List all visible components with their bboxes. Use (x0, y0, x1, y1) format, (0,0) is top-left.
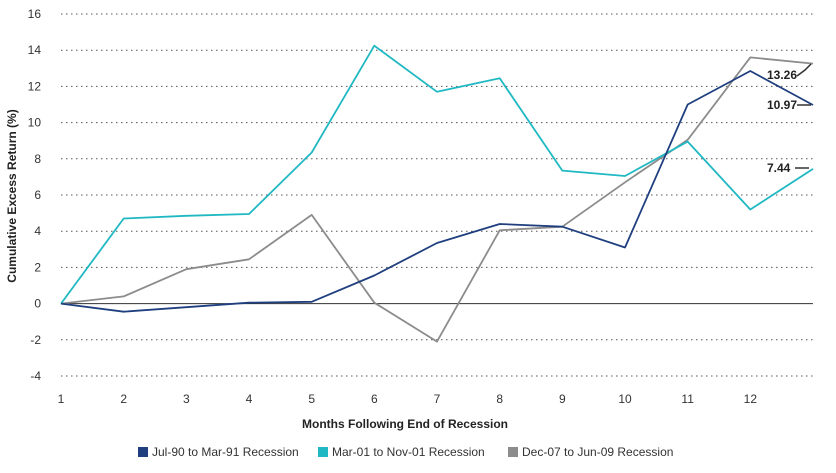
y-tick-label: 14 (28, 43, 42, 57)
x-tick-label: 8 (496, 392, 503, 406)
x-tick-label: 6 (371, 392, 378, 406)
legend: Jul-90 to Mar-91 Recession Mar-01 to Nov-… (138, 445, 673, 459)
legend-item: Jul-90 to Mar-91 Recession (138, 445, 299, 459)
x-tick-label: 5 (308, 392, 315, 406)
x-tick-label: 7 (434, 392, 441, 406)
x-tick-label: 3 (183, 392, 190, 406)
y-tick-label: 0 (34, 297, 41, 311)
y-tick-label: 4 (34, 224, 41, 238)
y-tick-label: 8 (34, 152, 41, 166)
legend-label: Jul-90 to Mar-91 Recession (152, 445, 299, 459)
legend-label: Dec-07 to Jun-09 Recession (522, 445, 673, 459)
callout-leader (796, 63, 812, 77)
series-line (60, 70, 814, 313)
y-axis-title: Cumulative Excess Return (%) (5, 109, 19, 282)
y-tick-label: 12 (28, 79, 42, 93)
y-tick-label: -2 (30, 333, 41, 347)
y-tick-label: -4 (30, 369, 41, 383)
x-axis-title: Months Following End of Recession (302, 417, 508, 431)
legend-label: Mar-01 to Nov-01 Recession (332, 445, 485, 459)
legend-swatch (318, 447, 328, 457)
legend-item: Dec-07 to Jun-09 Recession (508, 445, 673, 459)
y-tick-label: 6 (34, 188, 41, 202)
legend-item: Mar-01 to Nov-01 Recession (318, 445, 485, 459)
legend-swatch (138, 447, 148, 457)
x-tick-label: 10 (618, 392, 632, 406)
callout-label: 13.26 (767, 68, 797, 82)
x-tick-label: 4 (246, 392, 253, 406)
x-tick-label: 1 (58, 392, 65, 406)
end-value-callouts: 13.26 10.97 7.44 (767, 63, 812, 175)
x-tick-label: 11 (681, 392, 694, 406)
y-tick-label: 2 (34, 260, 41, 274)
y-tick-label: 10 (28, 116, 42, 130)
x-tick-label: 9 (559, 392, 566, 406)
series-line (60, 56, 814, 343)
legend-swatch (508, 447, 518, 457)
x-tick-label: 2 (120, 392, 127, 406)
callout-label: 7.44 (767, 161, 791, 175)
gridlines (61, 13, 813, 377)
x-tick-labels: 1 2 3 4 5 6 7 8 9 10 11 12 (58, 392, 758, 406)
y-tick-labels: -4 -2 0 2 4 6 8 10 12 14 16 (28, 7, 42, 383)
series-line (60, 44, 814, 305)
callout-label: 10.97 (767, 98, 797, 112)
y-tick-label: 16 (28, 7, 42, 21)
series-lines (60, 44, 814, 343)
x-tick-label: 12 (744, 392, 758, 406)
